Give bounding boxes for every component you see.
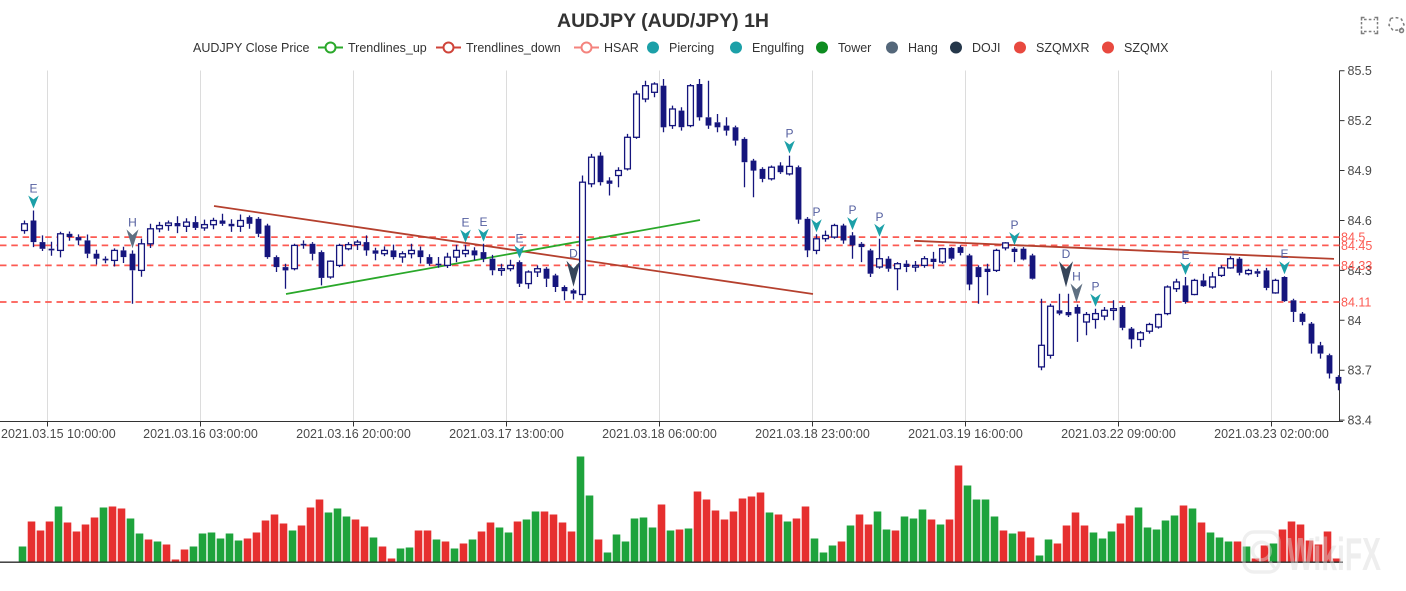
svg-text:2021.03.18 23:00:00: 2021.03.18 23:00:00 — [755, 427, 870, 441]
svg-text:D: D — [569, 247, 578, 261]
svg-text:2021.03.17 13:00:00: 2021.03.17 13:00:00 — [449, 427, 564, 441]
svg-text:WikiFX: WikiFX — [1287, 529, 1381, 581]
svg-text:83.4: 83.4 — [1348, 414, 1372, 428]
svg-text:2021.03.23 02:00:00: 2021.03.23 02:00:00 — [1214, 427, 1329, 441]
svg-text:2021.03.16 20:00:00: 2021.03.16 20:00:00 — [296, 427, 411, 441]
svg-text:Hang: Hang — [908, 41, 938, 55]
svg-text:Piercing: Piercing — [669, 41, 714, 55]
svg-text:84.6: 84.6 — [1348, 214, 1372, 228]
svg-text:85.2: 85.2 — [1348, 114, 1372, 128]
svg-text:2021.03.22 09:00:00: 2021.03.22 09:00:00 — [1061, 427, 1176, 441]
svg-text:2021.03.19 16:00:00: 2021.03.19 16:00:00 — [908, 427, 1023, 441]
svg-text:2021.03.18 06:00:00: 2021.03.18 06:00:00 — [602, 427, 717, 441]
svg-text:Engulfing: Engulfing — [752, 41, 804, 55]
svg-text:P: P — [785, 127, 793, 141]
svg-text:H: H — [1072, 270, 1081, 284]
svg-text:84.11: 84.11 — [1341, 296, 1371, 310]
svg-text:H: H — [128, 215, 137, 229]
svg-text:AUDJPY Close Price: AUDJPY Close Price — [193, 41, 310, 55]
svg-text:P: P — [1091, 280, 1099, 294]
svg-text:E: E — [1181, 248, 1189, 262]
svg-text:DOJI: DOJI — [972, 41, 1000, 55]
svg-text:Tower: Tower — [838, 41, 871, 55]
svg-text:83.7: 83.7 — [1348, 364, 1372, 378]
svg-text:2021.03.15 10:00:00: 2021.03.15 10:00:00 — [1, 427, 116, 441]
svg-text:P: P — [875, 210, 883, 224]
svg-text:P: P — [1010, 218, 1018, 232]
svg-text:E: E — [479, 215, 487, 229]
svg-text:SZQMX: SZQMX — [1124, 41, 1169, 55]
svg-text:84.5: 84.5 — [1341, 231, 1365, 245]
svg-text:84.33: 84.33 — [1341, 259, 1372, 273]
svg-text:D: D — [1062, 247, 1071, 261]
svg-text:2021.03.16 03:00:00: 2021.03.16 03:00:00 — [143, 427, 258, 441]
svg-text:E: E — [1280, 247, 1288, 261]
svg-text:85.5: 85.5 — [1348, 64, 1372, 78]
svg-text:E: E — [461, 216, 469, 230]
svg-text:Trendlines_up: Trendlines_up — [348, 41, 427, 55]
svg-text:AUDJPY (AUD/JPY) 1H: AUDJPY (AUD/JPY) 1H — [557, 10, 769, 32]
svg-text:E: E — [29, 182, 37, 196]
svg-text:P: P — [848, 203, 856, 217]
svg-text:84.45: 84.45 — [1341, 239, 1372, 253]
svg-text:84.9: 84.9 — [1348, 164, 1372, 178]
svg-text:SZQMXR: SZQMXR — [1036, 41, 1089, 55]
svg-text:Trendlines_down: Trendlines_down — [466, 41, 561, 55]
svg-text:E: E — [515, 231, 523, 245]
svg-text:84.3: 84.3 — [1348, 264, 1372, 278]
svg-text:HSAR: HSAR — [604, 41, 639, 55]
svg-text:84: 84 — [1348, 314, 1362, 328]
svg-text:P: P — [812, 205, 820, 219]
